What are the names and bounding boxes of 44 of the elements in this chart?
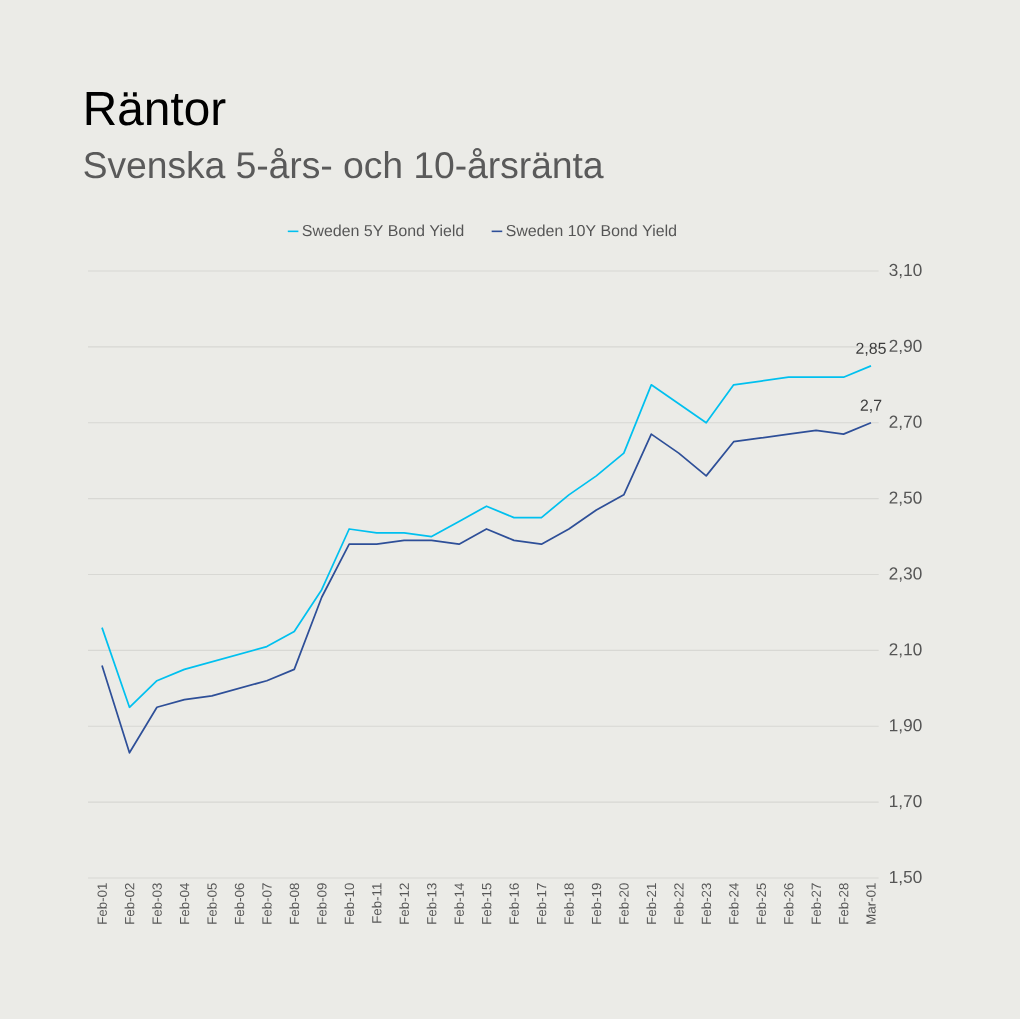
- chart-subtitle: Svenska 5-års- och 10-årsränta: [84, 148, 604, 179]
- y-tick-label: 2,90: [889, 339, 922, 355]
- x-tick-label: Feb-18: [564, 883, 574, 924]
- x-tick-label: Feb-10: [344, 883, 355, 924]
- x-tick-label: Mar-01: [866, 883, 876, 924]
- x-tick-label: Feb-23: [701, 883, 712, 924]
- x-tick-label: Feb-21: [646, 883, 657, 924]
- x-tick-label: Feb-16: [509, 883, 519, 924]
- x-tick-label: Feb-09: [316, 883, 327, 924]
- x-tick-label: Feb-03: [152, 883, 162, 924]
- x-tick-label: Feb-20: [618, 883, 629, 924]
- x-tick-label: Feb-24: [728, 883, 739, 924]
- y-tick-label: 2,30: [889, 567, 922, 582]
- x-tick-label: Feb-02: [124, 883, 135, 924]
- x-tick-label: Feb-27: [811, 883, 821, 924]
- x-tick-label: Feb-22: [673, 883, 684, 924]
- x-tick-label: Feb-14: [454, 883, 464, 924]
- x-tick-label: Feb-25: [756, 883, 766, 924]
- x-tick-label: Feb-05: [206, 883, 217, 924]
- x-tick-label: Feb-28: [838, 883, 849, 924]
- chart-title: Räntor: [86, 92, 226, 126]
- x-tick-label: Feb-15: [481, 883, 492, 924]
- y-tick-label: 1,70: [889, 795, 922, 810]
- y-tick-label: 3,10: [889, 263, 922, 279]
- annotation: 2,7: [860, 399, 882, 413]
- x-tick-label: Feb-17: [536, 883, 547, 924]
- x-tick-label: Feb-04: [179, 883, 190, 924]
- y-tick-label: 2,50: [889, 491, 922, 506]
- legend-label: Sweden 5Y Bond Yield: [302, 224, 464, 237]
- annotation: 2,85: [856, 342, 886, 356]
- x-tick-label: Feb-11: [371, 883, 382, 923]
- x-tick-label: Feb-01: [97, 883, 107, 924]
- y-tick-label: 1,50: [889, 870, 922, 886]
- x-tick-label: Feb-13: [426, 883, 437, 924]
- x-tick-label: Feb-19: [591, 883, 602, 924]
- x-tick-label: Feb-07: [261, 883, 272, 924]
- y-tick-label: 2,10: [889, 643, 922, 658]
- x-tick-label: Feb-12: [399, 883, 409, 924]
- x-tick-label: Feb-08: [289, 883, 300, 924]
- legend-label: Sweden 10Y Bond Yield: [506, 224, 676, 237]
- y-tick-label: 1,90: [889, 719, 922, 734]
- y-tick-label: 2,70: [889, 415, 922, 430]
- x-tick-label: Feb-06: [234, 883, 245, 924]
- x-tick-label: Feb-26: [783, 883, 794, 924]
